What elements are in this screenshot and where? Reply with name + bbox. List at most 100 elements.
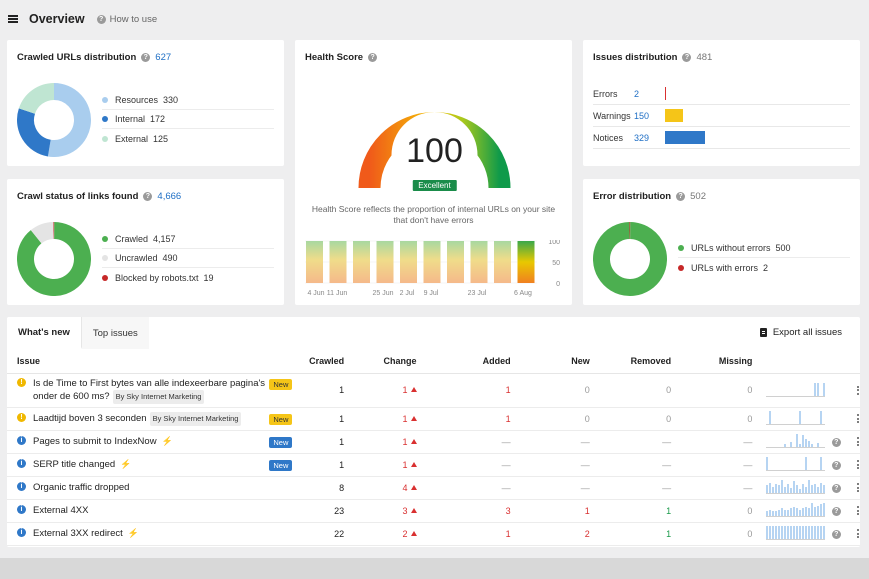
history-bar[interactable] [353, 241, 370, 283]
change-value[interactable]: 3 [402, 505, 408, 516]
donut-slice-resources[interactable] [47, 83, 91, 157]
donut-slice-urls-without-errors[interactable] [593, 222, 667, 296]
new-value[interactable]: 0 [584, 385, 590, 395]
legend-item[interactable]: Uncrawled 490 [102, 249, 274, 268]
added-value[interactable]: 1 [505, 413, 511, 424]
table-row[interactable]: ! Is de Time to First bytes van alle ind… [7, 373, 860, 408]
removed-value[interactable]: — [662, 436, 672, 447]
col-crawled[interactable]: Crawled [299, 350, 345, 374]
history-bar[interactable] [329, 241, 347, 283]
crawled-value[interactable]: 1 [339, 459, 345, 470]
legend-item[interactable]: URLs without errors 500 [678, 239, 850, 258]
how-to-use-link[interactable]: ? How to use [96, 14, 157, 25]
crawled-value[interactable]: 22 [334, 528, 345, 539]
new-value[interactable]: — [580, 482, 590, 493]
missing-value[interactable]: 0 [747, 413, 753, 424]
more-options-icon[interactable] [847, 483, 860, 492]
help-icon[interactable]: ? [682, 53, 692, 62]
crawled-value[interactable]: 23 [334, 505, 345, 516]
legend-item[interactable]: URLs with errors 2 [678, 258, 850, 277]
missing-value[interactable]: 0 [747, 528, 753, 539]
donut-slice-internal[interactable] [17, 108, 52, 157]
issue-name[interactable]: Pages to submit to IndexNow [33, 436, 157, 447]
help-icon[interactable]: ? [143, 192, 153, 201]
issue-type-count[interactable]: 329 [634, 132, 650, 143]
tab-whats-new[interactable]: What's new [7, 317, 82, 349]
issue-name[interactable]: External 4XX [33, 505, 89, 516]
help-icon[interactable]: ? [831, 461, 841, 470]
help-icon[interactable]: ? [368, 53, 378, 62]
col-added[interactable]: Added [423, 350, 511, 374]
help-icon[interactable]: ? [141, 53, 151, 62]
removed-value[interactable]: — [662, 482, 672, 493]
col-issue[interactable]: Issue [7, 350, 270, 374]
legend-item[interactable]: Resources 330 [102, 91, 274, 110]
col-missing[interactable]: Missing [671, 350, 753, 374]
removed-value[interactable]: — [662, 459, 672, 470]
crawled-urls-count[interactable]: 627 [155, 52, 172, 63]
new-value[interactable]: 1 [584, 505, 590, 516]
crawled-value[interactable]: 1 [339, 413, 345, 424]
table-row[interactable]: ! Laadtijd boven 3 seconden By Sky Intern… [7, 407, 860, 431]
table-row[interactable]: i External 3XX redirect ⚡ 22 2 1 2 1 0? [7, 522, 860, 546]
help-icon[interactable]: ? [831, 507, 841, 516]
legend-item[interactable]: External 125 [102, 129, 274, 148]
tab-top-issues[interactable]: Top issues [81, 317, 149, 349]
donut-slice-external[interactable] [18, 83, 55, 115]
new-value[interactable]: — [580, 436, 590, 447]
more-options-icon[interactable] [847, 414, 860, 423]
table-row[interactable]: i External 4XX 23 3 3 1 1 0? [7, 499, 860, 523]
legend-item[interactable]: Blocked by robots.txt 19 [102, 268, 274, 287]
table-row[interactable]: i Pages to submit to IndexNow ⚡ New 1 1 — — — —? [7, 430, 860, 454]
export-all-issues-button[interactable]: Export all issues [759, 327, 842, 338]
removed-value[interactable]: 1 [666, 528, 672, 539]
change-value[interactable]: 1 [402, 436, 408, 447]
added-value[interactable]: — [501, 436, 511, 447]
history-bar[interactable] [470, 241, 488, 283]
issue-name[interactable]: External 3XX redirect [33, 528, 123, 539]
added-value[interactable]: — [501, 459, 511, 470]
legend-item[interactable]: Internal 172 [102, 110, 274, 129]
change-value[interactable]: 2 [402, 528, 408, 539]
issues-distribution-row[interactable]: Notices 329 [593, 127, 850, 149]
col-new[interactable]: New [510, 350, 590, 374]
change-value[interactable]: 4 [402, 482, 408, 493]
donut-slice-crawled[interactable] [17, 222, 91, 296]
legend-item[interactable]: Crawled 4,157 [102, 230, 274, 249]
issue-type-count[interactable]: 150 [634, 110, 650, 121]
missing-value[interactable]: — [743, 459, 753, 470]
added-value[interactable]: 1 [505, 385, 511, 395]
issue-type-count[interactable]: 2 [634, 88, 640, 99]
help-icon[interactable]: ? [831, 530, 841, 539]
table-row[interactable]: i SERP title changed ⚡ New 1 1 — — — —? [7, 453, 860, 477]
more-options-icon[interactable] [847, 506, 860, 515]
new-value[interactable]: — [580, 459, 590, 470]
history-bar[interactable] [447, 241, 464, 283]
history-bar[interactable] [517, 241, 535, 283]
history-bar[interactable] [494, 241, 511, 283]
removed-value[interactable]: 0 [666, 385, 672, 395]
new-value[interactable]: 0 [584, 413, 590, 424]
crawled-value[interactable]: 1 [339, 436, 345, 447]
added-value[interactable]: 1 [505, 528, 511, 539]
issue-name[interactable]: Laadtijd boven 3 seconden [33, 412, 147, 424]
more-options-icon[interactable] [847, 385, 860, 395]
change-value[interactable]: 1 [402, 413, 408, 424]
missing-value[interactable]: 0 [747, 385, 753, 395]
menu-icon[interactable] [8, 15, 18, 23]
donut-slice-uncrawled[interactable] [30, 222, 55, 244]
help-icon[interactable]: ? [831, 438, 841, 447]
table-row[interactable]: i Organic traffic dropped 8 4 — — — —? [7, 476, 860, 500]
crawl-status-count[interactable]: 4,666 [157, 191, 182, 202]
missing-value[interactable]: — [743, 482, 753, 493]
issues-distribution-row[interactable]: Warnings 150 [593, 105, 850, 127]
more-options-icon[interactable] [847, 460, 860, 469]
missing-value[interactable]: 0 [747, 505, 753, 516]
history-bar[interactable] [376, 241, 394, 283]
history-bar[interactable] [423, 241, 441, 283]
issue-name[interactable]: SERP title changed [33, 459, 116, 470]
removed-value[interactable]: 1 [666, 505, 672, 516]
more-options-icon[interactable] [847, 529, 860, 538]
missing-value[interactable]: — [743, 436, 753, 447]
added-value[interactable]: — [501, 482, 511, 493]
